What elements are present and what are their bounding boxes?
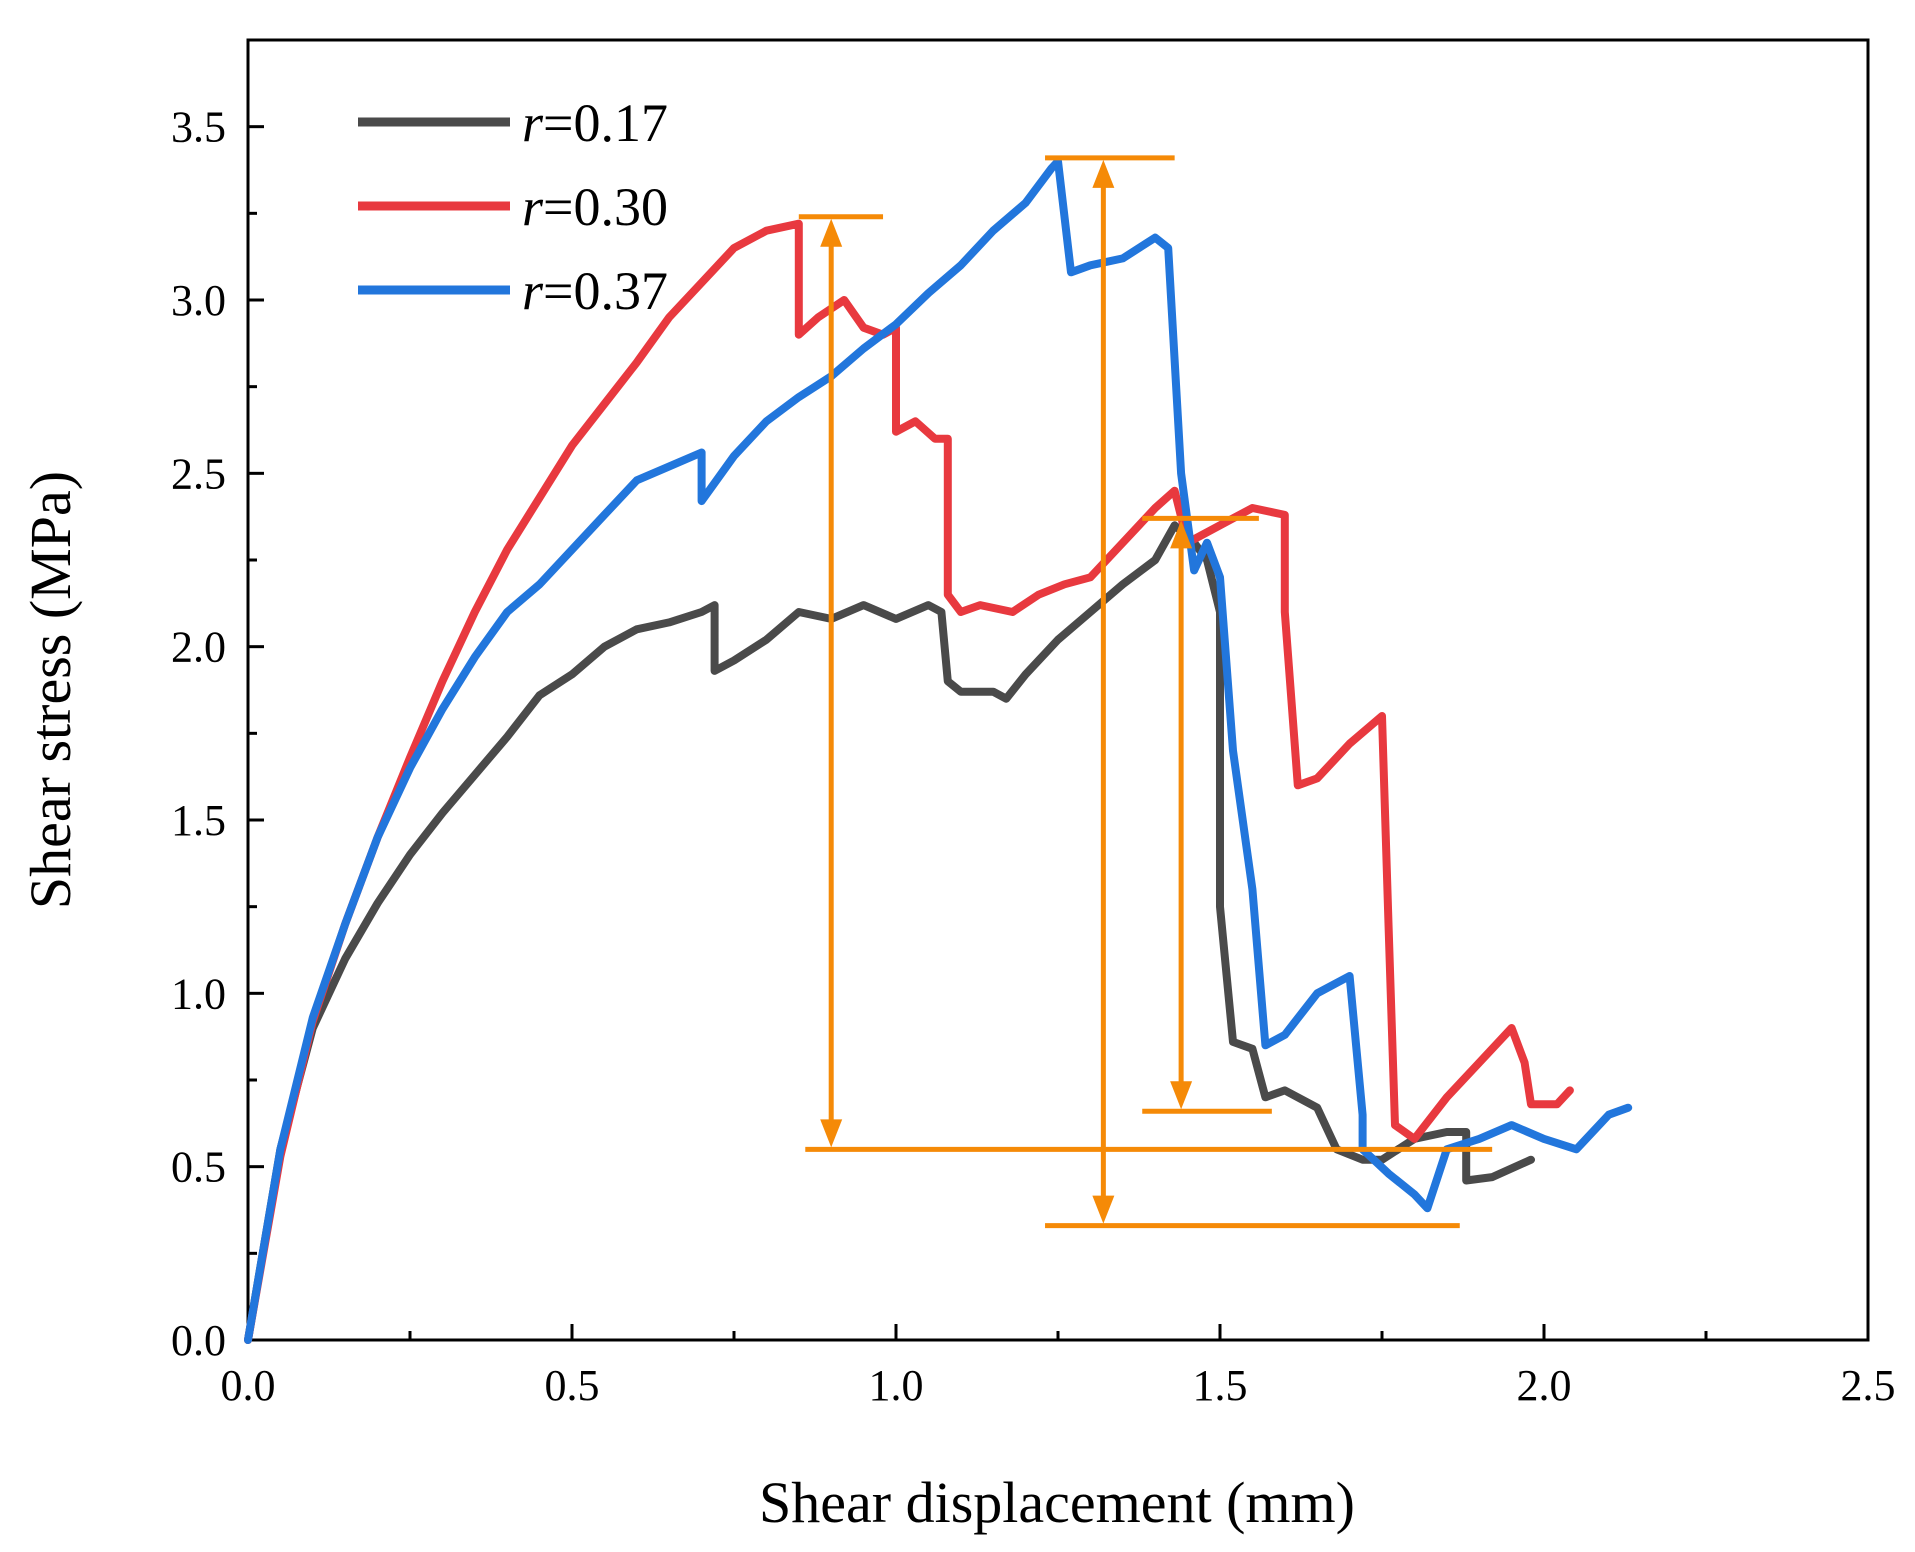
x-tick-label: 0.5	[545, 1361, 600, 1410]
series-line-2	[244, 219, 1574, 1344]
y-tick-label: 2.5	[171, 449, 226, 498]
legend: r=0.17 r=0.30 r=0.37	[358, 93, 668, 321]
series-line-3	[244, 157, 1633, 1344]
drop-r037-arrow-head-down	[1092, 1195, 1115, 1224]
drop-r017-arrow-head-up	[1170, 520, 1193, 549]
drop-r037-arrow-head-up	[1092, 159, 1115, 188]
y-tick-label: 1.0	[171, 969, 226, 1018]
legend-label-2: r=0.30	[522, 177, 668, 237]
drop-r030-arrow-head-down	[820, 1119, 843, 1148]
y-tick-label: 2.0	[171, 623, 226, 672]
y-tick-label: 3.5	[171, 103, 226, 152]
legend-label-1: r=0.17	[522, 93, 668, 153]
y-tick-label: 0.0	[171, 1316, 226, 1365]
legend-label-3: r=0.37	[522, 261, 668, 321]
x-tick-label: 0.0	[221, 1361, 276, 1410]
series-layer	[244, 157, 1633, 1344]
x-axis-title: Shear displacement (mm)	[759, 1470, 1355, 1535]
y-tick-label: 3.0	[171, 276, 226, 325]
series-line-1	[244, 521, 1535, 1344]
y-axis: 0.0 0.5 1.0 1.5 2.0 2.5 3.0 3.5	[171, 103, 264, 1365]
annotation-layer	[798, 155, 1493, 1229]
x-tick-label: 2.5	[1841, 1361, 1896, 1410]
x-axis: 0.0 0.5 1.0 1.5 2.0 2.5	[221, 1324, 1896, 1410]
y-tick-label: 0.5	[171, 1143, 226, 1192]
plot-frame	[246, 38, 1870, 1342]
y-axis-title: Shear stress (MPa)	[18, 471, 83, 909]
x-tick-label: 1.5	[1193, 1361, 1248, 1410]
drop-r017-arrow-head-down	[1170, 1081, 1193, 1110]
x-tick-label: 1.0	[869, 1361, 924, 1410]
drop-r030-arrow-head-up	[820, 218, 843, 247]
x-tick-label: 2.0	[1517, 1361, 1572, 1410]
y-tick-label: 1.5	[171, 796, 226, 845]
